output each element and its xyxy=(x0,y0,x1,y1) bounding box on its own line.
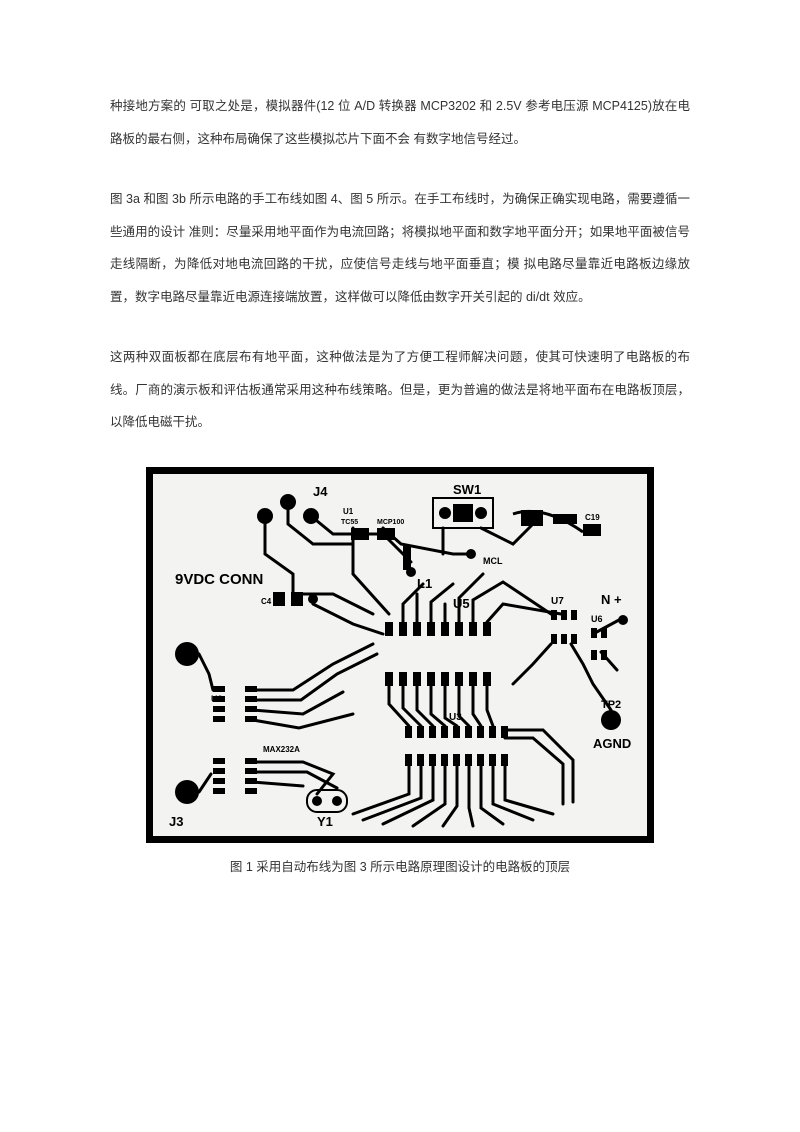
page-container: 种接地方案的 可取之处是，模拟器件(12 位 A/D 转换器 MCP3202 和… xyxy=(0,0,800,915)
label-c19: C19 xyxy=(585,513,600,522)
label-u7: U7 xyxy=(551,596,564,607)
label-j3: J3 xyxy=(169,814,183,829)
ic-u5-pads xyxy=(385,622,491,686)
paragraph-1: 种接地方案的 可取之处是，模拟器件(12 位 A/D 转换器 MCP3202 和… xyxy=(110,90,690,155)
paragraph-3: 这两种双面板都在底层布有地平面，这种做法是为了方便工程师解决问题，使其可快速明了… xyxy=(110,341,690,439)
label-y1: Y1 xyxy=(317,814,333,829)
label-mcp100: MCP100 xyxy=(377,519,404,526)
paragraph-2: 图 3a 和图 3b 所示电路的手工布线如图 4、图 5 所示。在手工布线时，为… xyxy=(110,183,690,313)
pcb-layout-image: J4 SW1 U1 TC55 MCP100 C19 xyxy=(146,467,654,843)
label-u5: U5 xyxy=(453,596,470,611)
label-n-plus: N + xyxy=(601,592,622,607)
label-sw1: SW1 xyxy=(453,482,481,497)
label-u6: U6 xyxy=(591,614,603,624)
figure-1: J4 SW1 U1 TC55 MCP100 C19 xyxy=(110,467,690,875)
pcb-svg: J4 SW1 U1 TC55 MCP100 C19 xyxy=(153,474,647,836)
label-tc55: TC55 xyxy=(341,519,358,526)
label-mcl: MCL xyxy=(483,556,503,566)
label-u1: U1 xyxy=(343,507,354,516)
label-agnd: AGND xyxy=(593,736,631,751)
label-9vdc-conn: 9VDC CONN xyxy=(175,571,263,588)
label-j4: J4 xyxy=(313,484,328,499)
label-max232a: MAX232A xyxy=(263,745,300,754)
figure-1-caption: 图 1 采用自动布线为图 3 所示电路原理图设计的电路板的顶层 xyxy=(110,856,690,875)
ic-u3-pads xyxy=(405,726,508,766)
ic-max-pads xyxy=(213,758,257,794)
label-c4: C4 xyxy=(261,597,272,606)
